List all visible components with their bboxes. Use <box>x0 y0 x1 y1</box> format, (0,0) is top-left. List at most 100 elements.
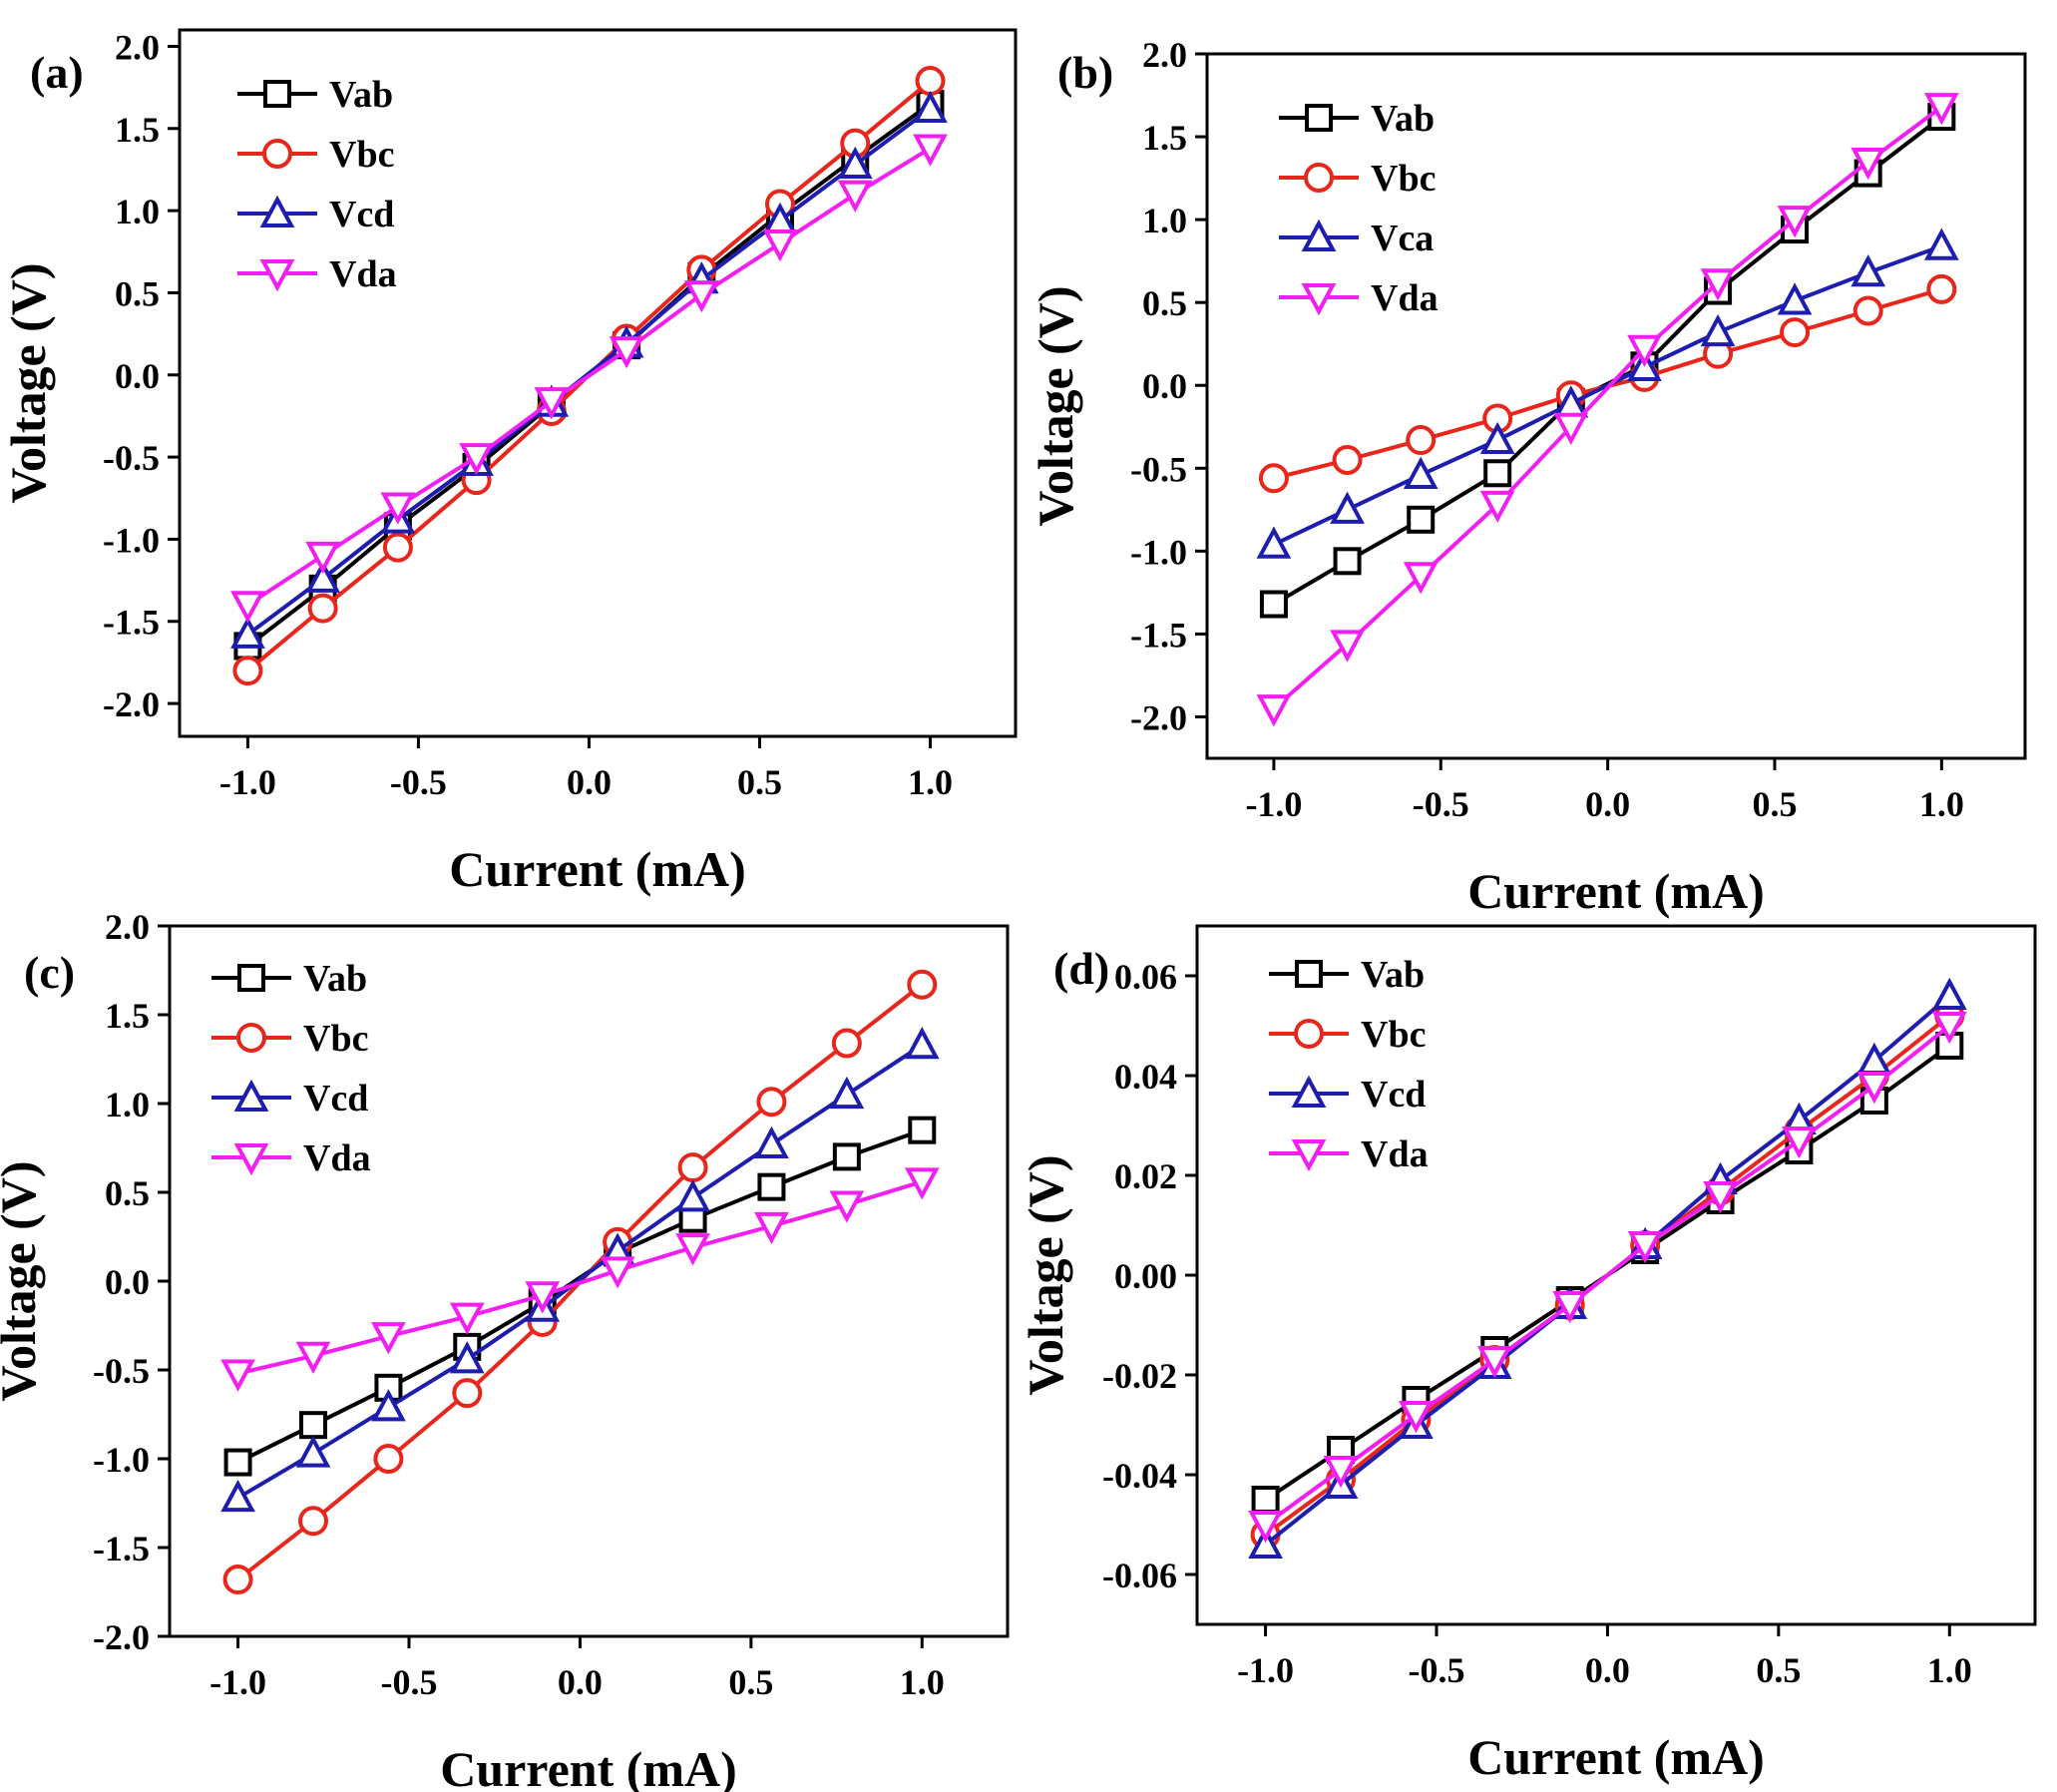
data-point <box>908 1116 937 1144</box>
data-point <box>1703 1181 1738 1214</box>
legend-marker <box>259 195 295 227</box>
legend-entry: Vcd <box>1269 1074 1426 1116</box>
data-point <box>1330 630 1365 663</box>
legend-label: Vbc <box>1361 1014 1426 1056</box>
data-point <box>913 134 948 167</box>
data-point <box>683 280 719 313</box>
data-point <box>449 1341 485 1374</box>
legend-marker <box>1301 283 1337 316</box>
x-tick-label: -1.0 <box>1237 1650 1294 1690</box>
x-tick-label: -1.0 <box>1245 784 1302 824</box>
y-tick-label: 1.5 <box>1142 118 1187 158</box>
x-axis-title: Current (mA) <box>449 841 746 897</box>
x-axis-title: Current (mA) <box>440 1741 737 1792</box>
y-tick-label: -1.5 <box>103 603 160 643</box>
series-vcd <box>230 90 948 649</box>
data-point <box>223 1448 252 1477</box>
series-line <box>246 146 932 607</box>
legend-entry: Vab <box>211 958 367 1000</box>
data-point <box>1923 227 1959 260</box>
y-tick-label: -0.06 <box>1102 1556 1177 1595</box>
data-point <box>452 1378 483 1409</box>
x-tick-label: 0.5 <box>737 762 782 802</box>
y-tick-label: -1.0 <box>1130 532 1187 572</box>
data-point <box>1258 463 1289 494</box>
panel-label: (a) <box>30 47 84 98</box>
data-point <box>1476 1346 1512 1379</box>
data-point <box>525 1281 561 1314</box>
x-tick-label: -0.5 <box>1409 1650 1465 1690</box>
data-point <box>1256 694 1292 727</box>
data-point <box>757 1172 786 1201</box>
y-axis-title: Voltage (V) <box>1018 1154 1073 1395</box>
legend-entry: Vcd <box>211 1078 368 1120</box>
legend-marker <box>237 964 265 992</box>
x-tick-label: 0.5 <box>1756 1650 1801 1690</box>
y-tick-label: -1.0 <box>93 1440 150 1480</box>
data-point <box>1259 590 1288 619</box>
legend-entry: Vda <box>1269 1133 1429 1175</box>
y-tick-label: 0.00 <box>1114 1256 1177 1296</box>
legend-label: Vca <box>1371 218 1434 259</box>
legend-marker <box>1294 1019 1324 1049</box>
y-tick-label: 1.0 <box>115 192 160 231</box>
legend-marker <box>1295 960 1323 988</box>
legend-label: Vcd <box>1361 1074 1426 1116</box>
legend-label: Vbc <box>1371 158 1436 200</box>
data-point <box>837 146 873 180</box>
data-point <box>1332 444 1363 475</box>
data-point <box>1407 505 1436 534</box>
x-tick-label: -0.5 <box>1413 784 1469 824</box>
y-tick-label: -2.0 <box>103 684 160 724</box>
data-point <box>1483 459 1512 488</box>
panel-label: (b) <box>1057 47 1113 98</box>
series-line <box>237 1179 923 1376</box>
y-tick-label: -0.5 <box>1130 449 1187 489</box>
y-tick-label: 1.0 <box>105 1085 150 1124</box>
data-point <box>298 1506 328 1537</box>
data-point <box>295 1435 331 1468</box>
x-tick-label: 0.0 <box>558 1662 603 1702</box>
data-point <box>1777 206 1813 238</box>
data-point <box>1251 1486 1280 1514</box>
data-point <box>1851 147 1886 181</box>
legend-marker <box>236 1023 266 1053</box>
panel-label: (d) <box>1053 943 1109 994</box>
x-tick-label: -1.0 <box>219 762 276 802</box>
series-vda <box>220 1167 940 1392</box>
series-vda <box>230 134 948 624</box>
x-axis-title: Current (mA) <box>1467 1729 1765 1785</box>
legend-marker <box>1301 219 1337 251</box>
data-point <box>230 616 265 649</box>
data-point <box>1856 1072 1892 1105</box>
series-vbc <box>222 969 938 1595</box>
chart-panel-b: -1.0 -0.5 0.0 0.5 1.0 -2.0 -1.5 -1.0 -0.5 0.0 0.5 1… <box>1028 35 2027 919</box>
data-point <box>1782 1126 1817 1159</box>
legend-label: Vab <box>1371 98 1435 140</box>
y-tick-label: 2.0 <box>105 907 150 947</box>
legend-entry: Vbc <box>237 134 394 176</box>
x-tick-label: 0.5 <box>728 1662 773 1702</box>
data-point <box>1851 254 1886 287</box>
data-point <box>220 1359 255 1392</box>
legend-entry: Vda <box>1279 277 1439 319</box>
legend-entry: Vda <box>211 1137 371 1179</box>
y-tick-label: -2.0 <box>93 1617 150 1657</box>
data-point <box>1931 1012 1967 1045</box>
data-point <box>230 591 265 624</box>
data-point <box>675 1179 710 1212</box>
data-point <box>609 336 644 369</box>
data-point <box>1777 282 1813 315</box>
chart-panel-a: -1.0 -0.5 0.0 0.5 1.0 -2.0 -1.5 -1.0 -0.5 0.0 0.5 1… <box>0 27 1018 897</box>
data-point <box>1926 273 1957 304</box>
legend-marker <box>1305 104 1333 132</box>
data-point <box>1923 93 1959 126</box>
series-line <box>1272 105 1943 710</box>
data-point <box>904 1027 940 1060</box>
panel-label: (c) <box>24 947 75 998</box>
y-axis-title: Voltage (V) <box>1028 285 1083 526</box>
data-point <box>907 969 938 1000</box>
y-tick-label: 1.5 <box>115 110 160 150</box>
series-line <box>236 1043 924 1500</box>
y-tick-label: 1.5 <box>105 996 150 1036</box>
